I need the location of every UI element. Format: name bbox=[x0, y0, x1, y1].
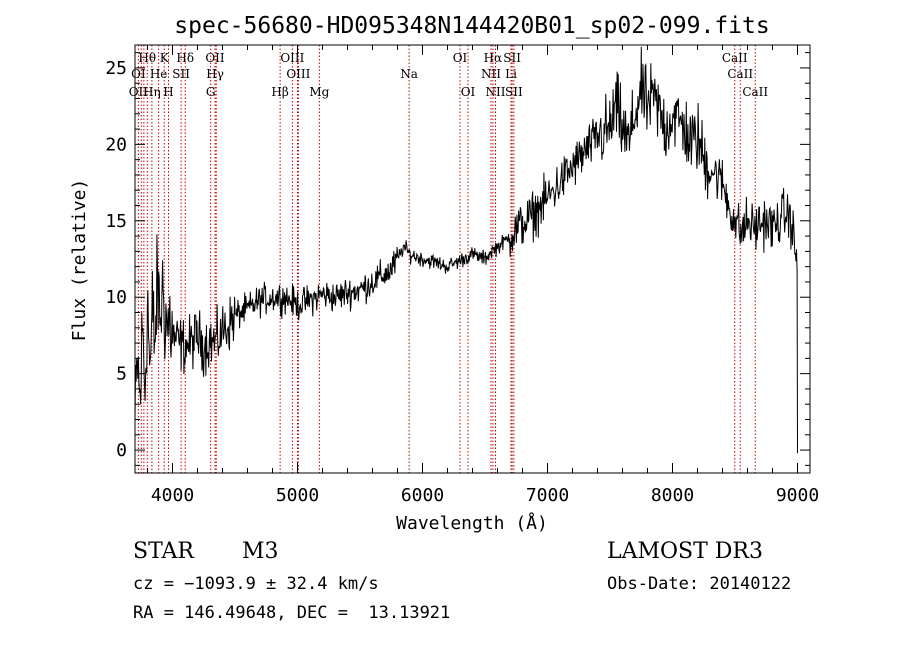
spectral-line-label: OIII bbox=[280, 51, 304, 65]
y-tick-label: 10 bbox=[105, 287, 127, 308]
spectral-line-label: SII bbox=[505, 85, 523, 99]
spectrum-layer bbox=[134, 46, 798, 454]
spectral-line-label: SII bbox=[172, 67, 190, 81]
spectrum-line bbox=[134, 46, 798, 454]
spectral-line-label: G bbox=[206, 85, 216, 99]
observation-date: Obs-Date: 20140122 bbox=[607, 574, 792, 594]
spectral-line-label: CaII bbox=[742, 85, 768, 99]
x-tick-label: 8000 bbox=[651, 485, 694, 506]
subclass: M3 bbox=[242, 539, 279, 564]
spectral-line-label: OI bbox=[453, 51, 468, 65]
y-tick-label: 25 bbox=[105, 58, 127, 79]
spectral-line-label: Hα bbox=[484, 51, 503, 65]
y-tick-label: 0 bbox=[116, 440, 127, 461]
x-tick-label: 7000 bbox=[526, 485, 569, 506]
spectral-line-label: Hγ bbox=[206, 67, 224, 81]
spectral-line-label: Li bbox=[505, 67, 517, 81]
spectral-line-label: Mg bbox=[309, 85, 329, 99]
coordinates: RA = 146.49648, DEC = 13.13921 bbox=[133, 603, 451, 623]
spectral-line-label: Hδ bbox=[176, 51, 194, 65]
chart-title: spec-56680-HD095348N144420B01_sp02-099.f… bbox=[174, 13, 769, 39]
spectral-line-label: Na bbox=[400, 67, 418, 81]
spectral-line-label: OI bbox=[461, 85, 476, 99]
redshift-cz: cz = −1093.9 ± 32.4 km/s bbox=[133, 574, 379, 594]
spectral-line-label: OII bbox=[129, 85, 149, 99]
spectral-line-label: H bbox=[163, 85, 173, 99]
spectral-line-label: CaII bbox=[727, 67, 753, 81]
spectral-line-label: He bbox=[150, 67, 168, 81]
survey-name: LAMOST DR3 bbox=[607, 539, 763, 564]
spectral-line-label: Hθ bbox=[138, 51, 156, 65]
object-type: STAR bbox=[133, 539, 194, 564]
y-tick-label: 5 bbox=[116, 364, 127, 385]
spectral-line-label: Hη bbox=[143, 85, 161, 99]
axis-layer: 4000 5000 6000 7000 8000 9000 0 5 10 15 20 25 bbox=[105, 45, 819, 506]
spectral-line-label: SII bbox=[503, 51, 521, 65]
x-tick-label: 6000 bbox=[401, 485, 444, 506]
x-axis-label: Wavelength (Å) bbox=[396, 512, 548, 534]
y-axis-label: Flux (relative) bbox=[69, 179, 90, 342]
spectral-line-label: K bbox=[160, 51, 170, 65]
spectral-line-label: OII bbox=[205, 51, 225, 65]
spectral-line-label: NII bbox=[486, 85, 506, 99]
spectral-line-label: OIII bbox=[286, 67, 310, 81]
y-tick-label: 20 bbox=[105, 134, 127, 155]
x-tick-label: 9000 bbox=[776, 485, 819, 506]
x-tick-label: 5000 bbox=[276, 485, 319, 506]
x-tick-label: 4000 bbox=[151, 485, 194, 506]
plot-frame bbox=[134, 44, 811, 474]
y-tick-label: 15 bbox=[105, 211, 127, 232]
spectral-line-label: NII bbox=[481, 67, 501, 81]
spectral-line-label: OI bbox=[131, 67, 146, 81]
spectral-line-label: Hβ bbox=[271, 85, 288, 99]
spectral-line-label: CaII bbox=[722, 51, 748, 65]
